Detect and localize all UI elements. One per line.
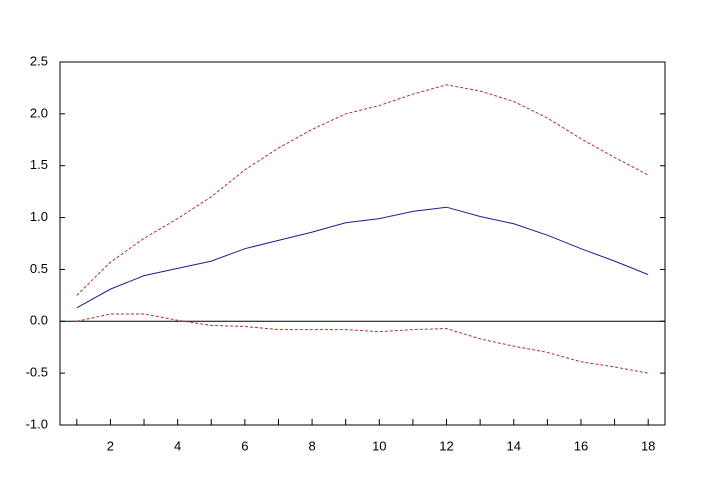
series-line (76, 84, 649, 296)
y-tick-label: 2.5 (30, 53, 48, 68)
x-tick-label: 12 (439, 438, 453, 453)
y-tick-label: -1.0 (26, 416, 48, 431)
x-tick-label: 16 (574, 438, 588, 453)
series-line (76, 313, 649, 374)
x-tick-label: 4 (174, 438, 181, 453)
y-tick-label: 0.0 (30, 313, 48, 328)
x-tick-label: 6 (241, 438, 248, 453)
x-tick-label: 2 (107, 438, 114, 453)
plot-frame (59, 61, 666, 426)
series-line (76, 206, 649, 309)
x-tick-label: 14 (507, 438, 521, 453)
y-tick-label: 0.5 (30, 261, 48, 276)
y-tick-label: -0.5 (26, 365, 48, 380)
x-tick-label: 10 (372, 438, 386, 453)
y-tick-label: 1.5 (30, 157, 48, 172)
y-tick-label: 1.0 (30, 209, 48, 224)
x-tick-label: 18 (641, 438, 655, 453)
x-tick-label: 8 (308, 438, 315, 453)
y-tick-label: 2.0 (30, 105, 48, 120)
